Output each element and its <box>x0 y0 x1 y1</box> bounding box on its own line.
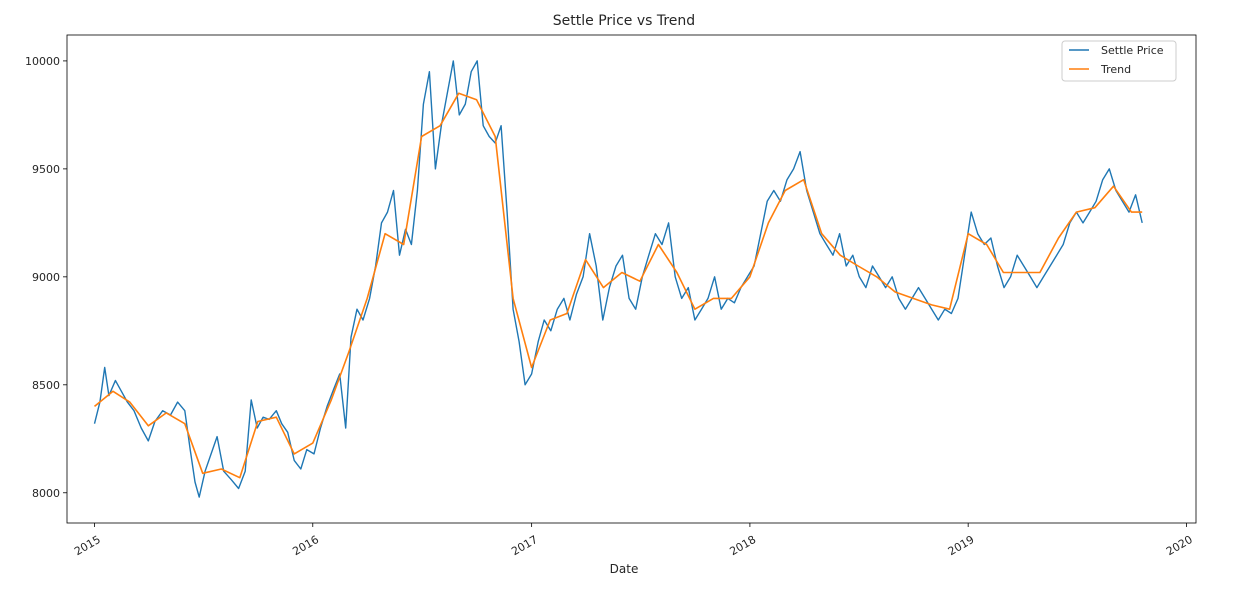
y-tick-label: 8000 <box>32 487 60 500</box>
y-tick-label: 8500 <box>32 379 60 392</box>
chart-title: Settle Price vs Trend <box>553 13 695 29</box>
series-line-settle-price <box>93 60 1143 498</box>
series-line-trend <box>93 92 1143 479</box>
x-tick-label: 2016 <box>290 533 321 558</box>
x-tick-label: 2015 <box>72 533 103 558</box>
x-tick-label: 2020 <box>1164 533 1195 558</box>
legend: Settle Price Trend <box>1061 40 1177 82</box>
plot-area <box>66 34 1197 524</box>
x-axis: 2015 2016 2017 2018 2019 2020 <box>72 523 1195 558</box>
y-axis: 8000 8500 9000 9500 10000 <box>25 55 67 500</box>
y-tick-label: 9500 <box>32 163 60 176</box>
plot-frame <box>66 34 1197 524</box>
y-tick-label: 10000 <box>25 55 60 68</box>
y-tick-label: 9000 <box>32 271 60 284</box>
x-tick-label: 2019 <box>946 533 977 558</box>
x-tick-label: 2017 <box>509 533 540 558</box>
series-layer <box>93 60 1143 498</box>
legend-label-settle-price: Settle Price <box>1101 44 1164 57</box>
legend-box <box>1061 40 1177 82</box>
x-axis-label: Date <box>610 562 639 576</box>
x-tick-label: 2018 <box>728 533 759 558</box>
legend-label-trend: Trend <box>1100 63 1131 76</box>
